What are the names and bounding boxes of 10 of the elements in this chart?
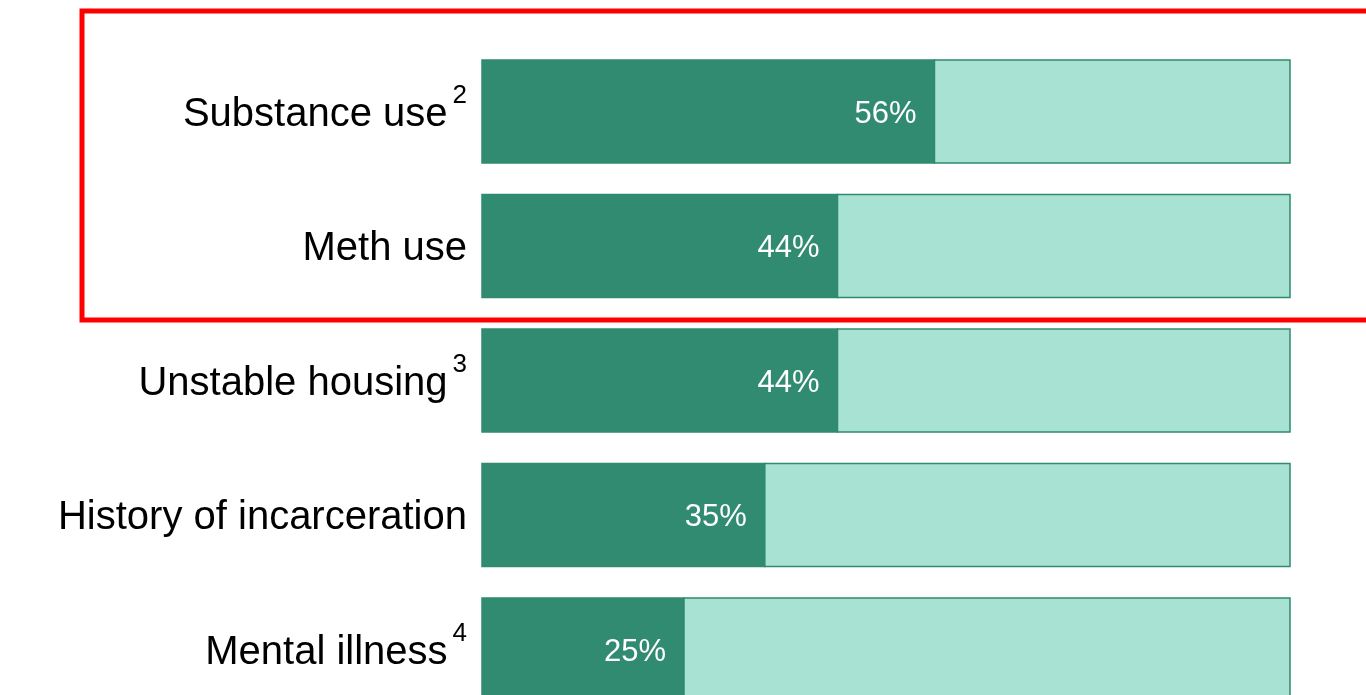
data-label: 25% xyxy=(603,632,666,668)
y-tick-label: Meth use xyxy=(302,224,467,268)
data-label: 44% xyxy=(757,363,820,399)
y-tick-label: Unstable housing$^{3}$ xyxy=(138,347,467,403)
y-tick-label: Substance use$^{2}$ xyxy=(182,78,467,134)
data-label: 44% xyxy=(757,229,820,264)
data-label: 35% xyxy=(684,498,747,533)
y-tick-label: History of incarceration xyxy=(57,493,467,537)
y-tick-label: Mental illness$^{4}$ xyxy=(205,616,467,672)
data-label: 56% xyxy=(854,94,917,130)
